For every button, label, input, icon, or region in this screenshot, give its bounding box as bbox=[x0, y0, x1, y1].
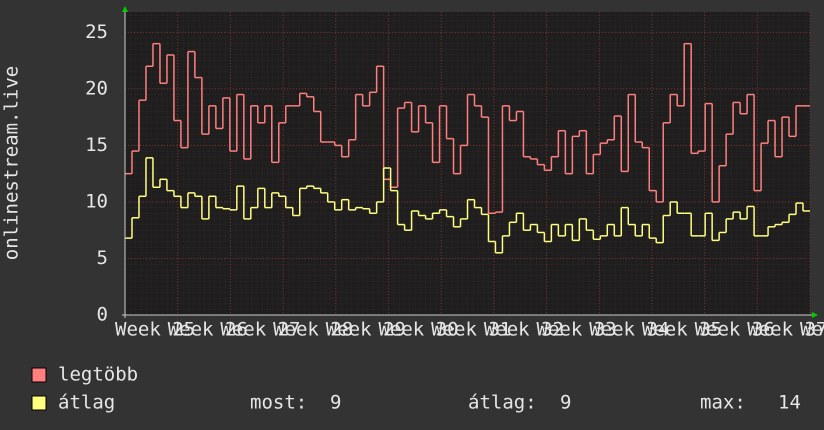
x-tick-label: Week 31 bbox=[431, 319, 511, 341]
x-tick-label: Week 38 bbox=[800, 319, 824, 341]
x-tick-label: Week 33 bbox=[537, 319, 617, 341]
x-tick-label: Week 28 bbox=[273, 319, 353, 341]
legend-label: átlag bbox=[58, 392, 115, 414]
stat-value: 9 bbox=[560, 392, 571, 414]
axis-arrow bbox=[812, 312, 818, 318]
stat-value: 14 bbox=[778, 392, 801, 414]
stat-value: 9 bbox=[330, 392, 341, 414]
x-tick-label: Week 29 bbox=[326, 319, 406, 341]
x-tick-label: Week 35 bbox=[642, 319, 722, 341]
stat-label: átlag: bbox=[468, 392, 537, 414]
y-tick-label: 5 bbox=[97, 247, 108, 269]
legend-swatch bbox=[31, 367, 47, 383]
y-tick-label: 15 bbox=[85, 134, 108, 156]
x-tick-label: Week 32 bbox=[484, 319, 564, 341]
x-tick-label: Week 25 bbox=[115, 319, 195, 341]
axis-arrow bbox=[122, 6, 128, 12]
stat-label: max: bbox=[700, 392, 746, 414]
y-tick-label: 10 bbox=[85, 190, 108, 212]
x-tick-label: Week 26 bbox=[168, 319, 248, 341]
y-tick-label: 25 bbox=[85, 21, 108, 43]
y-tick-label: 0 bbox=[97, 304, 108, 326]
x-tick-label: Week 27 bbox=[220, 319, 300, 341]
plot-area bbox=[125, 12, 810, 315]
stat-label: most: bbox=[250, 392, 307, 414]
x-tick-label: Week 37 bbox=[747, 319, 824, 341]
legend-label: legtöbb bbox=[58, 364, 138, 386]
y-tick-label: 20 bbox=[85, 77, 108, 99]
x-tick-label: Week 30 bbox=[378, 319, 458, 341]
x-tick-label: Week 34 bbox=[589, 319, 669, 341]
x-tick-label: Week 36 bbox=[695, 319, 775, 341]
legend-swatch bbox=[31, 395, 47, 411]
y-axis-label: onlinestream.live bbox=[1, 66, 23, 260]
